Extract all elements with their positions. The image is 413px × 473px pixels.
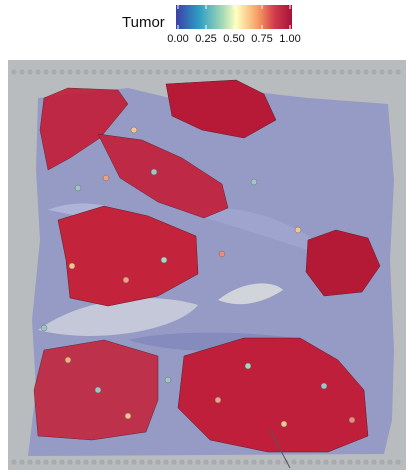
tissue-slide-image	[8, 60, 406, 470]
legend: Tumor 0.00 0.25 0.50 0.75 1.00	[0, 0, 413, 52]
tick-label: 1.00	[279, 33, 300, 45]
tick-label: 0.50	[223, 33, 244, 45]
tick-label: 0.75	[251, 33, 272, 45]
colorbar	[176, 5, 292, 29]
tick-label: 0.00	[167, 33, 188, 45]
legend-title: Tumor	[122, 14, 165, 31]
tick-label: 0.25	[195, 33, 216, 45]
